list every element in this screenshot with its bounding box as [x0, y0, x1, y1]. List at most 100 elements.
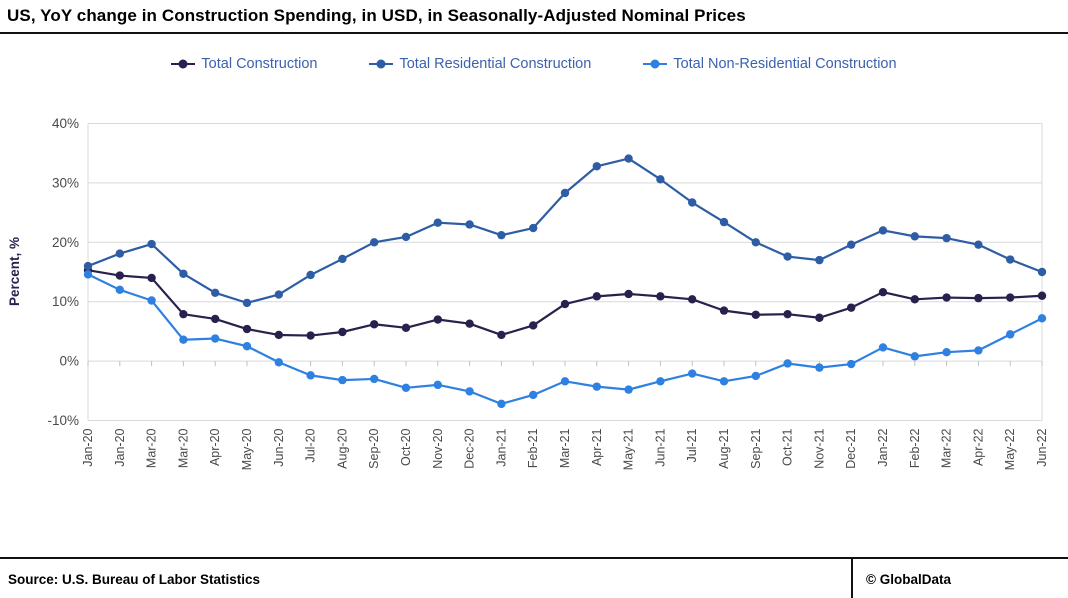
data-point [688, 369, 697, 378]
data-point [560, 377, 570, 386]
data-point [624, 154, 633, 163]
data-point [560, 299, 570, 309]
data-point [624, 385, 633, 394]
series-line-1 [87, 157, 1043, 304]
x-tick-label: May-20 [240, 428, 254, 470]
legend-marker-non-residential-icon [643, 59, 668, 69]
data-point [242, 342, 252, 351]
data-point [433, 315, 442, 324]
data-point [1037, 267, 1047, 277]
data-point [179, 335, 188, 344]
x-tick-label: Apr-22 [971, 428, 985, 466]
data-point [815, 313, 824, 322]
data-point [783, 252, 792, 261]
x-tick-label: May-21 [622, 428, 636, 470]
data-point [815, 363, 824, 372]
data-point [370, 238, 379, 247]
data-point [242, 298, 252, 308]
data-point [847, 240, 856, 249]
x-tick-label: Nov-21 [812, 428, 826, 468]
y-tick-label: 0% [59, 354, 79, 369]
data-point [592, 292, 601, 301]
data-point [560, 188, 570, 198]
data-point [942, 347, 951, 357]
x-tick-label: Jul-21 [685, 428, 699, 462]
chart-header: US, YoY change in Construction Spending,… [0, 0, 1068, 34]
data-point [179, 309, 188, 319]
legend-label-total-construction: Total Construction [201, 56, 318, 72]
x-tick-label: Sep-21 [749, 428, 763, 468]
data-point [719, 306, 729, 315]
data-point [783, 359, 792, 368]
x-tick-label: Feb-22 [908, 428, 922, 468]
footer-divider [851, 559, 853, 598]
data-point [751, 310, 760, 319]
data-point [719, 217, 729, 227]
x-tick-label: Jan-20 [113, 428, 127, 466]
data-point [147, 273, 156, 283]
data-point [306, 331, 315, 340]
data-point [211, 288, 220, 297]
data-point [847, 303, 856, 312]
y-tick-label: -10% [47, 413, 79, 428]
data-point [910, 295, 919, 304]
data-point [1006, 330, 1015, 339]
x-tick-label: Jun-22 [1035, 428, 1049, 466]
data-point [751, 238, 760, 247]
data-point [529, 223, 538, 233]
x-tick-label: Jun-20 [272, 428, 286, 466]
x-tick-label: Aug-20 [335, 428, 349, 468]
legend-marker-residential-icon [369, 59, 394, 69]
x-tick-label: Mar-21 [558, 428, 572, 468]
data-point [815, 255, 824, 265]
data-point [274, 358, 283, 367]
legend-marker-total-construction-icon [171, 59, 196, 69]
data-point [656, 377, 665, 386]
data-point [910, 352, 919, 361]
data-point [942, 293, 951, 302]
data-point [211, 314, 220, 324]
data-point [497, 230, 506, 240]
x-tick-label: Jun-21 [653, 428, 667, 466]
x-tick-label: May-22 [1003, 428, 1017, 470]
x-tick-label: Jan-22 [876, 428, 890, 466]
data-point [306, 371, 315, 380]
data-point [465, 220, 474, 229]
x-tick-label: Mar-20 [176, 428, 190, 468]
data-point [242, 324, 252, 334]
y-tick-label: 30% [52, 175, 79, 190]
data-point [147, 239, 156, 249]
data-point [974, 240, 983, 249]
legend-item-non-residential: Total Non-Residential Construction [643, 56, 897, 72]
x-tick-label: Oct-21 [781, 428, 795, 466]
data-point [656, 175, 665, 184]
data-point [592, 162, 601, 171]
data-point [688, 198, 697, 207]
y-tick-label: 40% [52, 116, 79, 131]
x-tick-label: Jul-20 [304, 428, 318, 462]
data-point [83, 270, 93, 279]
data-point [401, 232, 411, 242]
data-point [211, 334, 220, 343]
data-point [974, 346, 983, 355]
x-tick-label: Dec-20 [463, 428, 477, 468]
data-point [624, 289, 633, 299]
data-point [370, 320, 379, 329]
data-point [1037, 291, 1047, 300]
data-point [115, 271, 125, 280]
data-point [274, 330, 283, 340]
x-tick-label: Aug-21 [717, 428, 731, 468]
x-tick-label: Mar-20 [145, 428, 159, 468]
data-point [751, 371, 760, 381]
data-point [783, 309, 792, 319]
x-tick-label: Dec-21 [844, 428, 858, 468]
data-point [401, 323, 411, 333]
data-point [401, 383, 411, 393]
page-title: US, YoY change in Construction Spending,… [7, 6, 746, 25]
data-point [529, 390, 538, 400]
data-point [115, 249, 125, 258]
x-tick-label: Feb-21 [526, 428, 540, 468]
y-tick-label: 20% [52, 235, 79, 250]
chart-footer: Source: U.S. Bureau of Labor Statistics … [0, 557, 1068, 598]
